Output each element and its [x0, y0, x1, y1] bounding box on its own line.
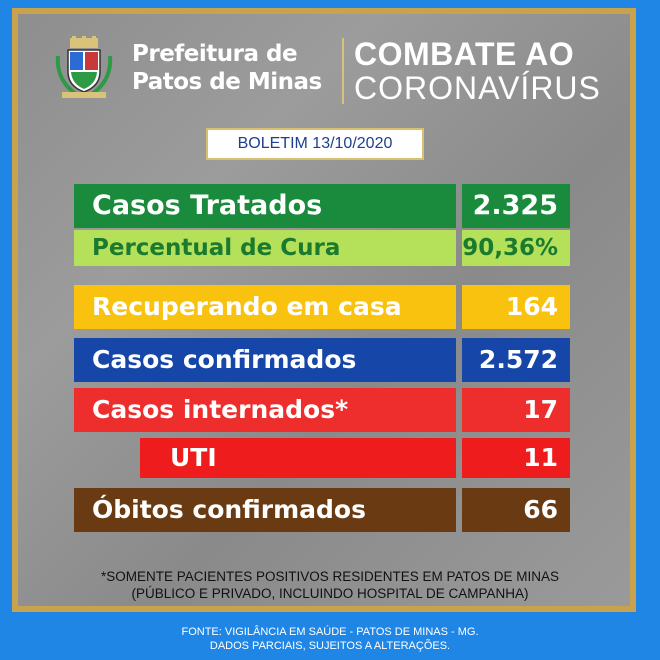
stat-label: Casos internados* [74, 388, 456, 432]
stat-value: 164 [462, 285, 570, 329]
stat-label: Óbitos confirmados [74, 488, 456, 532]
header: Prefeitura de Patos de Minas COMBATE AO … [40, 30, 620, 110]
org-name: Prefeitura de Patos de Minas [132, 40, 332, 96]
campaign-title-line2: CORONAVÍRUS [354, 70, 601, 106]
stat-value: 2.325 [462, 184, 570, 228]
stat-value: 11 [462, 438, 570, 478]
stat-label: Percentual de Cura [74, 230, 456, 266]
bulletin-date-badge: BOLETIM 13/10/2020 [206, 128, 424, 160]
footnote-line1: *SOMENTE PACIENTES POSITIVOS RESIDENTES … [100, 569, 560, 584]
stat-label: UTI [140, 438, 456, 478]
footnote: *SOMENTE PACIENTES POSITIVOS RESIDENTES … [30, 568, 630, 602]
stat-label: Casos confirmados [74, 338, 456, 382]
source-line1: FONTE: VIGILÂNCIA EM SAÚDE - PATOS DE MI… [181, 626, 479, 638]
campaign-title-line1: COMBATE AO [354, 36, 575, 72]
stat-value: 17 [462, 388, 570, 432]
stat-value: 90,36% [462, 230, 570, 266]
org-name-line2: Patos de Minas [132, 69, 322, 95]
stat-value: 2.572 [462, 338, 570, 382]
stat-label: Recuperando em casa [74, 285, 456, 329]
stat-label: Casos Tratados [74, 184, 456, 228]
source-line2: DADOS PARCIAIS, SUJEITOS A ALTERAÇÕES. [209, 640, 451, 652]
stat-value: 66 [462, 488, 570, 532]
header-divider [342, 38, 344, 104]
source-note: FONTE: VIGILÂNCIA EM SAÚDE - PATOS DE MI… [0, 625, 660, 653]
coat-of-arms-icon [55, 36, 113, 98]
footnote-line2: (PÚBLICO E PRIVADO, INCLUINDO HOSPITAL D… [131, 586, 529, 601]
org-name-line1: Prefeitura de [132, 41, 298, 67]
